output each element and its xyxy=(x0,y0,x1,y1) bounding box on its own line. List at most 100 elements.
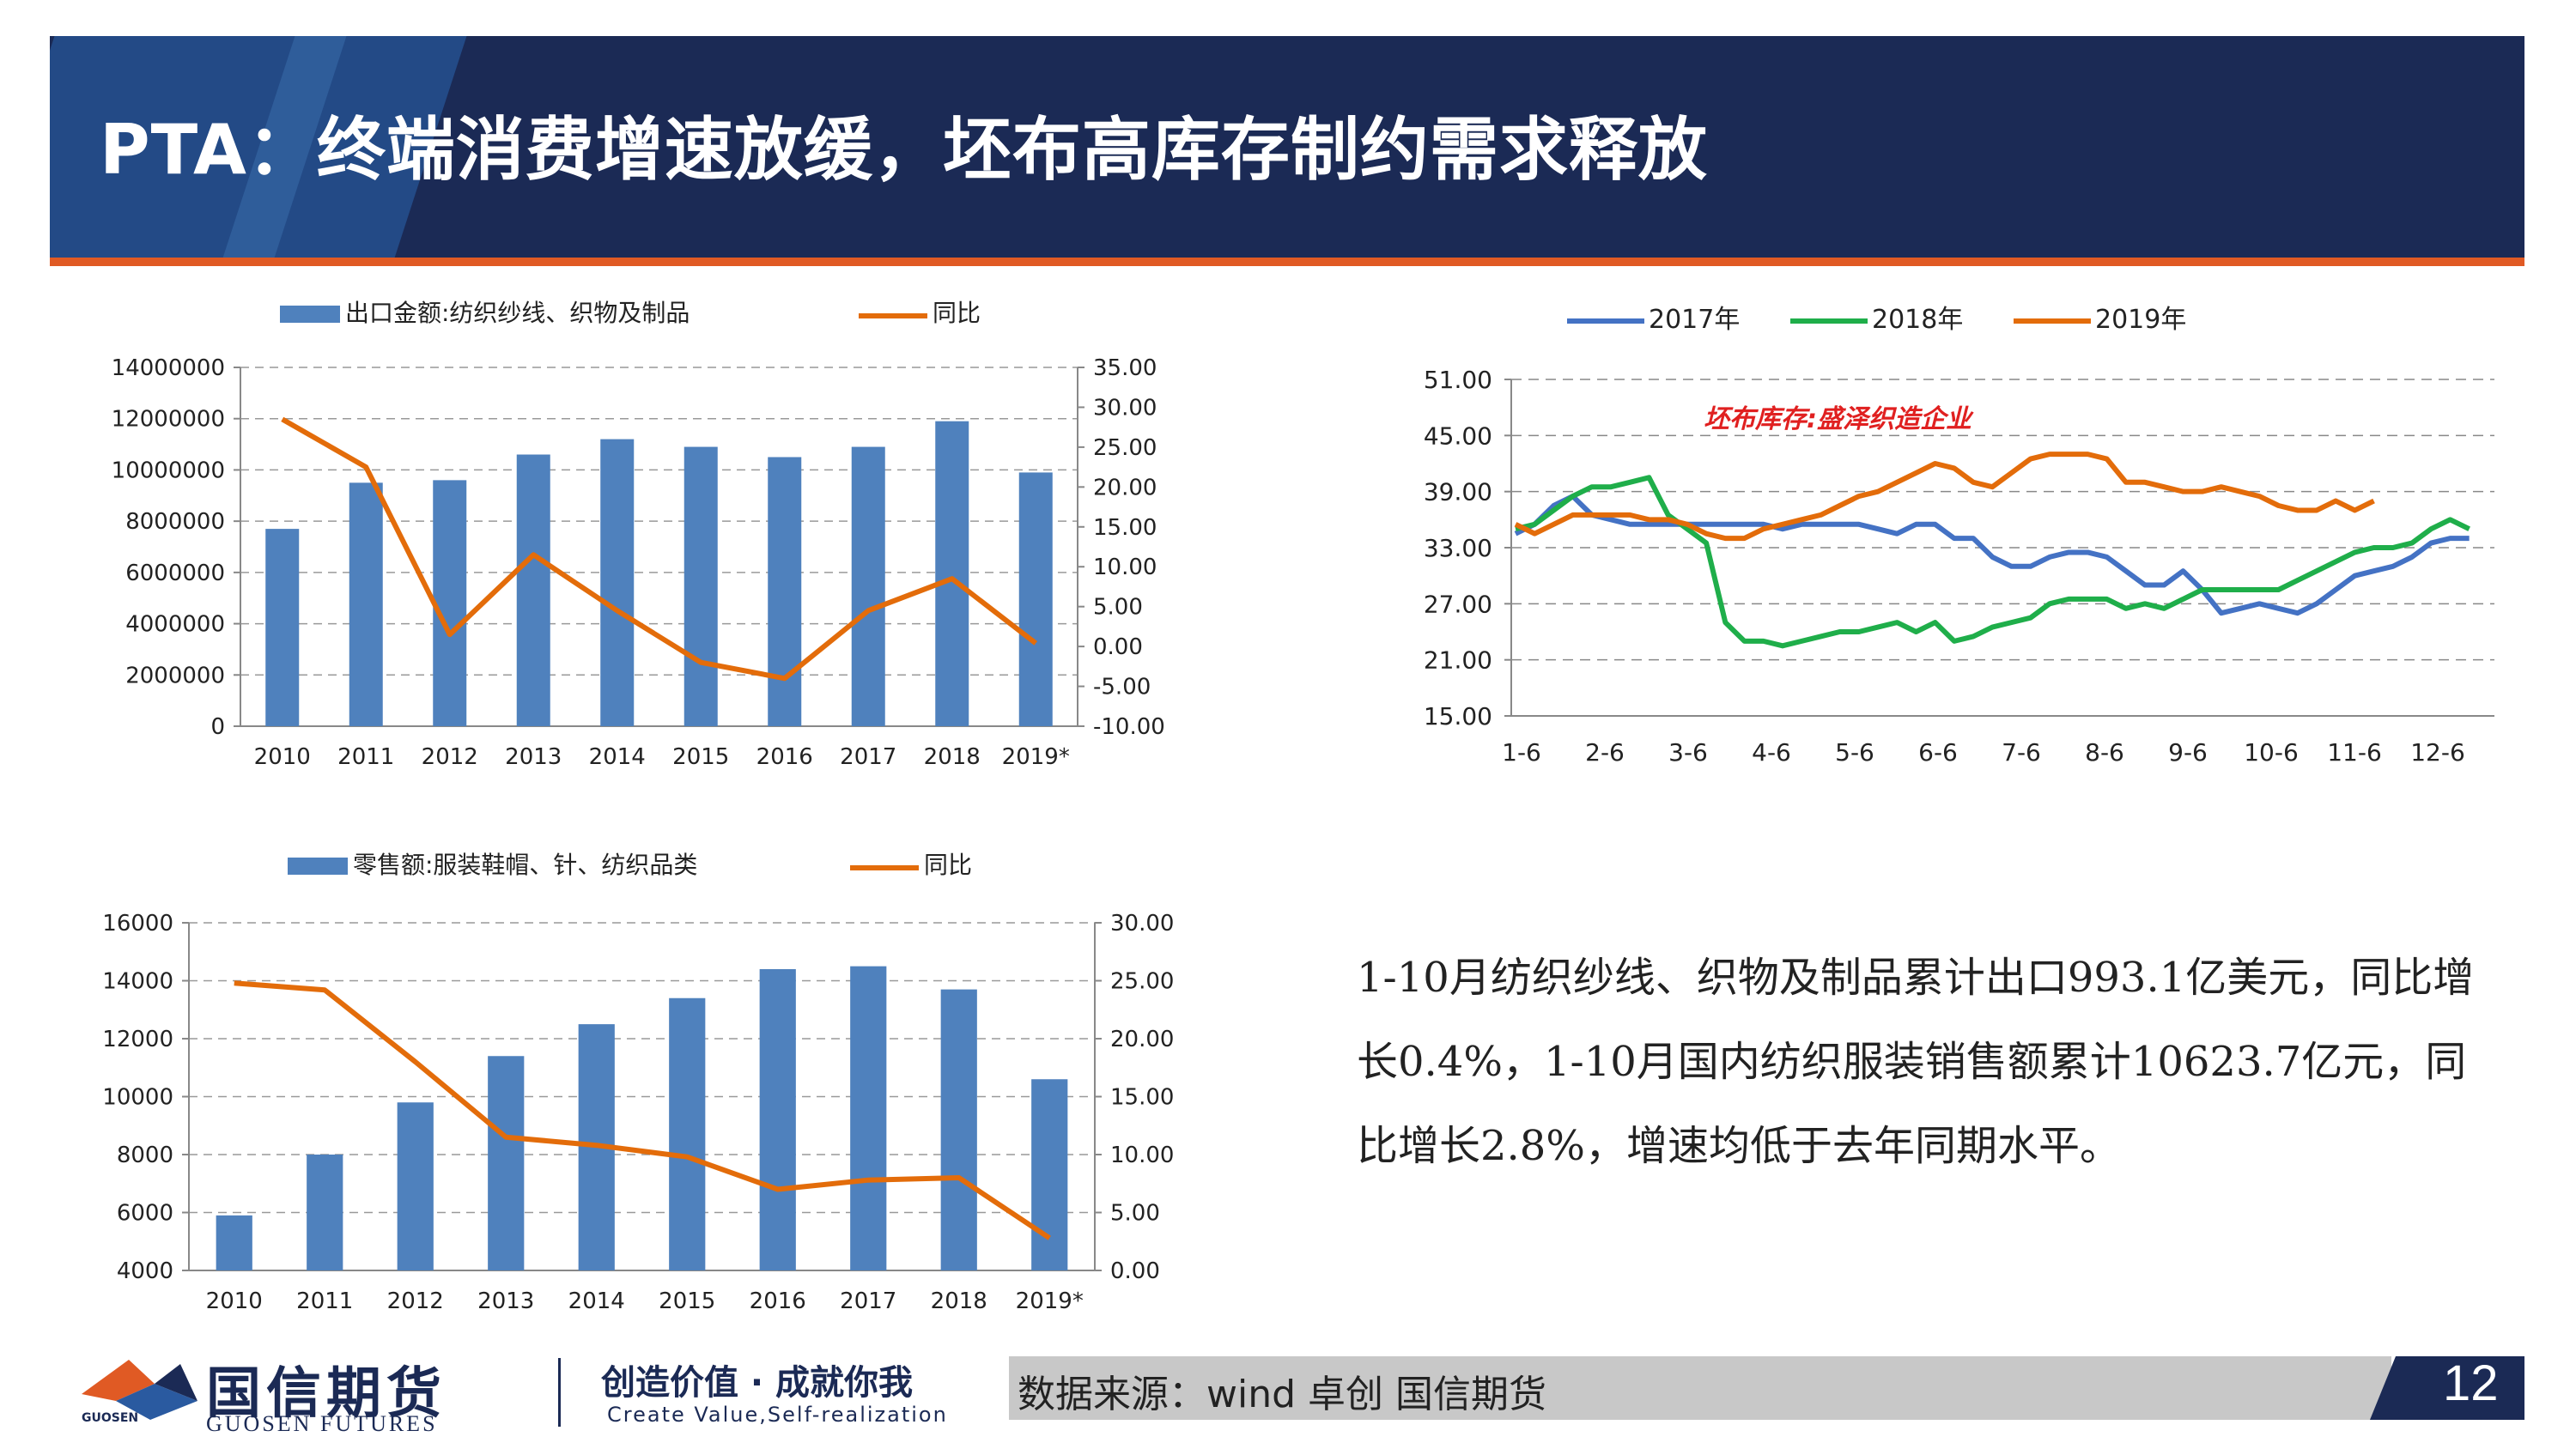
legend-bar-label: 出口金额:纺织纱线、织物及制品 xyxy=(345,299,690,327)
x-tick-label: 2016 xyxy=(756,744,813,770)
yoy-line xyxy=(281,416,1038,682)
x-tick-label: 2012 xyxy=(387,1288,444,1314)
x-tick-label: 2014 xyxy=(589,744,646,770)
bar xyxy=(759,969,796,1270)
y2-tick-label: 15.00 xyxy=(1093,515,1157,541)
x-tick-label: 2019* xyxy=(1016,1288,1084,1314)
legend-bar-swatch xyxy=(288,858,348,875)
chart-annotation: 坯布库存:盛泽织造企业 xyxy=(1704,404,1974,434)
logo-en-text: GUOSEN FUTURES xyxy=(206,1411,438,1436)
y-tick-label: 10000 xyxy=(102,1085,173,1111)
x-tick-label: 5-6 xyxy=(1835,738,1874,767)
x-tick-label: 4-6 xyxy=(1752,738,1791,767)
y2-tick-label: -10.00 xyxy=(1093,714,1165,740)
x-tick-label: 9-6 xyxy=(2168,738,2208,767)
bar xyxy=(669,997,706,1270)
x-tick-label: 2013 xyxy=(505,744,562,770)
legend-bar-swatch xyxy=(280,306,340,323)
y2-tick-label: 30.00 xyxy=(1110,911,1174,937)
x-tick-label: 2010 xyxy=(206,1288,263,1314)
y-tick-label: 8000000 xyxy=(125,509,225,535)
bar xyxy=(683,446,718,726)
y-tick-label: 14000 xyxy=(102,969,173,995)
bar xyxy=(516,454,550,726)
series-line xyxy=(1514,452,2375,542)
bar xyxy=(940,989,977,1270)
x-tick-label: 2017 xyxy=(840,744,896,770)
y-tick-label: 39.00 xyxy=(1424,478,1492,506)
data-source: 数据来源：wind 卓创 国信期货 xyxy=(1018,1373,1546,1416)
logo-mark-icon xyxy=(82,1360,197,1420)
header-accent-bar xyxy=(50,258,2524,266)
legend-bar-label: 零售额:服装鞋帽、针、纺织品类 xyxy=(353,851,697,879)
summary-text: 1-10月纺织纱线、织物及制品累计出口993.1亿美元，同比增长0.4%，1-1… xyxy=(1357,954,2475,1170)
x-tick-label: 2011 xyxy=(337,744,394,770)
y-tick-label: 2000000 xyxy=(125,663,225,688)
x-tick-label: 2019* xyxy=(1002,744,1070,770)
x-tick-label: 2015 xyxy=(672,744,729,770)
legend-label: 2018年 xyxy=(1872,305,1963,335)
bar xyxy=(349,482,383,726)
x-tick-label: 2011 xyxy=(296,1288,353,1314)
logo-cn-text: 国信期货 xyxy=(206,1361,447,1426)
legend-line-label: 同比 xyxy=(924,851,972,879)
bar xyxy=(768,457,802,726)
y2-tick-label: 0.00 xyxy=(1110,1258,1160,1284)
y-tick-label: 12000 xyxy=(102,1027,173,1052)
y2-tick-label: 35.00 xyxy=(1093,355,1157,381)
bar xyxy=(1031,1079,1068,1270)
x-tick-label: 7-6 xyxy=(2002,738,2041,767)
x-tick-label: 2018 xyxy=(924,744,981,770)
bar xyxy=(216,1215,252,1270)
y2-tick-label: 10.00 xyxy=(1093,555,1157,580)
y-tick-label: 4000000 xyxy=(125,612,225,638)
y-tick-label: 14000000 xyxy=(112,355,225,381)
x-tick-label: 1-6 xyxy=(1502,738,1541,767)
y-tick-label: 27.00 xyxy=(1424,590,1492,618)
legend-label: 2019年 xyxy=(2095,305,2186,335)
x-tick-label: 2012 xyxy=(422,744,478,770)
x-tick-label: 2018 xyxy=(931,1288,987,1314)
y-tick-label: 0 xyxy=(210,714,225,740)
y-tick-label: 33.00 xyxy=(1424,534,1492,562)
bar xyxy=(265,529,300,726)
y2-tick-label: 25.00 xyxy=(1093,435,1157,461)
y-tick-label: 45.00 xyxy=(1424,421,1492,450)
x-tick-label: 8-6 xyxy=(2085,738,2124,767)
y2-tick-label: 30.00 xyxy=(1093,395,1157,421)
y-tick-label: 6000000 xyxy=(125,561,225,586)
y2-tick-label: 0.00 xyxy=(1093,634,1143,660)
slide-title: PTA：终端消费增速放缓，坯布高库存制约需求释放 xyxy=(100,110,1708,190)
bar xyxy=(850,966,887,1270)
bar xyxy=(433,480,467,726)
bar xyxy=(1018,472,1053,726)
y2-tick-label: -5.00 xyxy=(1093,675,1151,700)
series-line xyxy=(1514,494,2470,616)
y2-tick-label: 10.00 xyxy=(1110,1143,1174,1168)
bar xyxy=(397,1102,434,1270)
x-tick-label: 6-6 xyxy=(1918,738,1958,767)
y-tick-label: 10000000 xyxy=(112,458,225,483)
x-tick-label: 2015 xyxy=(659,1288,715,1314)
y2-tick-label: 25.00 xyxy=(1110,969,1174,995)
yoy-line xyxy=(234,980,1051,1240)
bar xyxy=(935,421,969,726)
logo-small-text: GUOSEN xyxy=(82,1411,139,1425)
bar xyxy=(600,439,635,726)
header-banner: PTA：终端消费增速放缓，坯布高库存制约需求释放 xyxy=(50,36,2524,258)
company-logo: GUOSEN 国信期货 GUOSEN FUTURES 创造价值 · 成就你我 C… xyxy=(82,1349,1009,1436)
y-tick-label: 16000 xyxy=(102,911,173,937)
y-tick-label: 8000 xyxy=(117,1143,173,1168)
x-tick-label: 2010 xyxy=(254,744,311,770)
bar xyxy=(851,446,885,726)
bar xyxy=(307,1155,343,1270)
page-number-box xyxy=(2370,1356,2524,1420)
y-tick-label: 12000000 xyxy=(112,407,225,433)
y2-tick-label: 15.00 xyxy=(1110,1085,1174,1111)
y-tick-label: 4000 xyxy=(117,1258,173,1284)
x-tick-label: 10-6 xyxy=(2244,738,2299,767)
x-tick-label: 2017 xyxy=(840,1288,896,1314)
slogan-en-text: Create Value,Self-realization xyxy=(607,1403,948,1427)
x-tick-label: 2013 xyxy=(477,1288,534,1314)
retail-chart: 16000 14000 12000 10000 8000 6000 4000 30.00 25.… xyxy=(102,851,1174,1314)
